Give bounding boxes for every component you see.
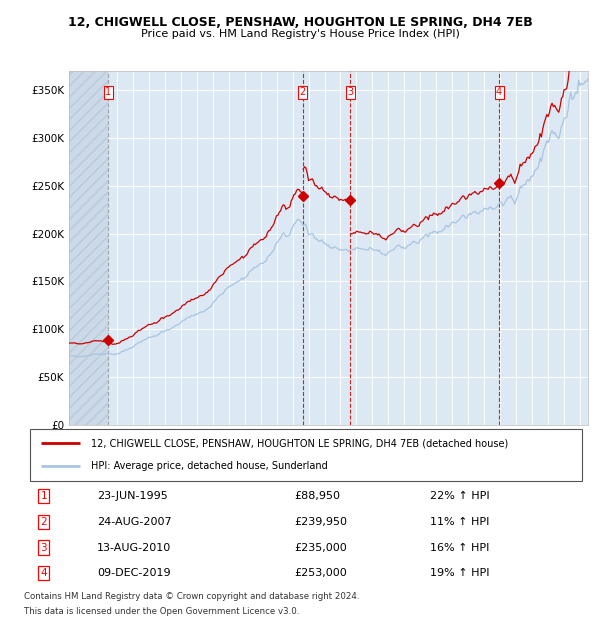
- Text: £88,950: £88,950: [295, 492, 341, 502]
- Text: Contains HM Land Registry data © Crown copyright and database right 2024.: Contains HM Land Registry data © Crown c…: [24, 592, 359, 601]
- Text: 4: 4: [496, 87, 502, 97]
- Text: Price paid vs. HM Land Registry's House Price Index (HPI): Price paid vs. HM Land Registry's House …: [140, 29, 460, 38]
- Bar: [69, 71, 109, 425]
- Text: 1: 1: [40, 492, 47, 502]
- Text: HPI: Average price, detached house, Sunderland: HPI: Average price, detached house, Sund…: [91, 461, 328, 471]
- Text: 19% ↑ HPI: 19% ↑ HPI: [430, 568, 490, 578]
- Text: This data is licensed under the Open Government Licence v3.0.: This data is licensed under the Open Gov…: [24, 608, 299, 616]
- Text: £253,000: £253,000: [295, 568, 347, 578]
- Text: 23-JUN-1995: 23-JUN-1995: [97, 492, 168, 502]
- Text: 22% ↑ HPI: 22% ↑ HPI: [430, 492, 490, 502]
- Text: 4: 4: [40, 568, 47, 578]
- Text: 2: 2: [40, 517, 47, 527]
- Text: 12, CHIGWELL CLOSE, PENSHAW, HOUGHTON LE SPRING, DH4 7EB (detached house): 12, CHIGWELL CLOSE, PENSHAW, HOUGHTON LE…: [91, 438, 508, 448]
- Text: 3: 3: [40, 542, 47, 552]
- Text: 11% ↑ HPI: 11% ↑ HPI: [430, 517, 490, 527]
- Text: 16% ↑ HPI: 16% ↑ HPI: [430, 542, 490, 552]
- Text: 24-AUG-2007: 24-AUG-2007: [97, 517, 172, 527]
- Text: 13-AUG-2010: 13-AUG-2010: [97, 542, 172, 552]
- Text: 12, CHIGWELL CLOSE, PENSHAW, HOUGHTON LE SPRING, DH4 7EB: 12, CHIGWELL CLOSE, PENSHAW, HOUGHTON LE…: [68, 16, 532, 29]
- Text: 3: 3: [347, 87, 353, 97]
- Text: 1: 1: [106, 87, 112, 97]
- Text: 2: 2: [299, 87, 306, 97]
- Text: 09-DEC-2019: 09-DEC-2019: [97, 568, 171, 578]
- Text: £235,000: £235,000: [295, 542, 347, 552]
- Text: £239,950: £239,950: [295, 517, 348, 527]
- FancyBboxPatch shape: [30, 429, 582, 480]
